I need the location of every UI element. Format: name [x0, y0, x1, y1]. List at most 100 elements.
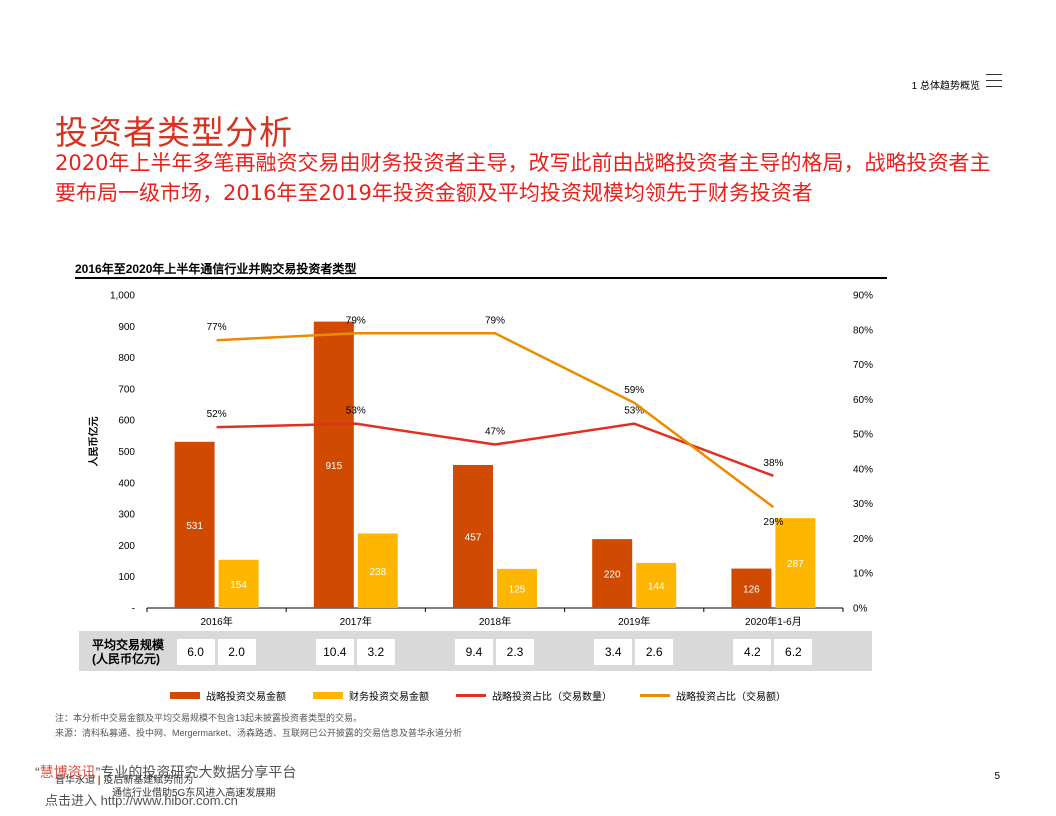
legend-label: 战略投资占比（交易数量） [492, 692, 612, 703]
y-tick-label: 800 [118, 353, 135, 364]
legend-label: 财务投资交易金额 [349, 692, 429, 703]
y2-tick-label: 90% [853, 291, 873, 302]
y2-tick-label: 0% [853, 604, 868, 615]
series-line [216, 422, 774, 478]
footer-doc-title: 疫后新基建赋势而为 [103, 775, 194, 786]
footer-doc-subtitle: 通信行业借助5G东风进入高速发展期 [112, 788, 276, 799]
watermark-brand: 慧博资讯 [39, 764, 96, 780]
line-value-label: 77% [207, 322, 227, 333]
bar-value-label: 220 [604, 570, 621, 581]
footer-brand: 普华永道 | 疫后新基建赋势而为 [55, 771, 193, 786]
line-value-label: 59% [624, 385, 644, 396]
y-tick-label: 300 [118, 510, 135, 521]
y-axis-label: 人民币亿元 [87, 417, 100, 467]
chart-legend: 战略投资交易金额 财务投资交易金额 战略投资占比（交易数量） 战略投资占比（交易… [170, 688, 870, 703]
y2-tick-label: 80% [853, 325, 873, 336]
line-value-label: 53% [346, 406, 366, 417]
x-tick-label: 2017年 [340, 615, 372, 626]
avg-cell-strategic: 9.4 [455, 639, 493, 665]
bar [357, 533, 398, 608]
legend-swatch-strategic-amount [170, 692, 200, 699]
bar [775, 518, 816, 608]
avg-cell-strategic: 6.0 [176, 639, 215, 665]
legend-line-strategic-amount-ratio [640, 694, 670, 697]
watermark-quote: “ [35, 764, 40, 780]
y2-tick-label: 10% [853, 569, 873, 580]
watermark-link[interactable]: 点击进入 http://www.hibor.com.cn [45, 793, 238, 808]
bar-value-label: 531 [186, 521, 203, 532]
y-tick-label: 600 [118, 416, 135, 427]
avg-cell-strategic: 4.2 [733, 639, 772, 665]
line-value-label: 52% [207, 409, 227, 420]
avg-table-label-line2: (人民币亿元) [92, 652, 160, 666]
watermark-text: “慧博资讯”专业的投资研究大数据分享平台 [35, 762, 296, 782]
y2-tick-label: 20% [853, 534, 873, 545]
line-value-label: 47% [485, 427, 505, 438]
chart-note: 注：本分析中交易金额及平均交易规模不包含13起未披露投资者类型的交易。 [55, 713, 363, 723]
legend-line-strategic-count [456, 694, 486, 697]
x-tick-label: 2018年 [479, 615, 511, 626]
avg-cell-financial: 6.2 [774, 639, 813, 665]
y-tick-label: 500 [118, 447, 135, 458]
bar [497, 568, 537, 608]
avg-cell-financial: 2.3 [496, 639, 534, 665]
bar [174, 441, 215, 608]
investor-type-chart: - 100 200 300 400 500 600 700 800 900 1,000 0% 10% 20… [87, 291, 873, 627]
line-value-label: 79% [485, 315, 505, 326]
y-tick-label: 200 [118, 541, 135, 552]
x-tick-label: 2020年1-6月 [745, 615, 802, 626]
bar-value-label: 144 [648, 581, 665, 592]
bar [313, 321, 354, 608]
y-tick-label: - [132, 604, 135, 615]
legend-item: 战略投资交易金额 [170, 688, 286, 703]
chart-title-rule [75, 277, 887, 279]
watermark-tagline: ”专业的投资研究大数据分享平台 [95, 764, 297, 780]
chart-source: 来源：清科私募通、投中网、Mergermarket、汤森路透、互联网已公开披露的… [55, 728, 463, 738]
legend-item: 战略投资占比（交易额） [640, 688, 786, 703]
line-value-label: 53% [624, 406, 644, 417]
legend-item: 财务投资交易金额 [313, 688, 429, 703]
bar [218, 559, 259, 608]
avg-table-label-line1: 平均交易规模 [92, 638, 165, 652]
y-tick-label: 400 [118, 478, 135, 489]
bar-value-label: 915 [325, 461, 342, 472]
bar-value-label: 154 [230, 580, 247, 591]
y-tick-label: 1,000 [110, 291, 135, 302]
avg-table-label: 平均交易规模 (人民币亿元) [92, 638, 164, 666]
avg-cell-strategic: 10.4 [315, 639, 354, 665]
legend-item: 战略投资占比（交易数量） [456, 688, 612, 703]
footer-divider: | [97, 775, 101, 786]
bar-value-label: 457 [465, 532, 482, 543]
bar [636, 562, 677, 608]
page-subtitle: 2020年上半年多笔再融资交易由财务投资者主导，改写此前由战略投资者主导的格局，… [55, 151, 991, 205]
y-tick-label: 100 [118, 572, 135, 583]
bar-value-label: 287 [787, 559, 804, 570]
menu-lines-icon[interactable] [986, 74, 1002, 88]
page-number: 5 [994, 771, 1000, 782]
bar [453, 464, 493, 608]
y2-tick-label: 30% [853, 499, 873, 510]
x-tick-label: 2016年 [200, 615, 232, 626]
section-label: 1 总体趋势概览 [911, 81, 980, 92]
y2-tick-label: 70% [853, 360, 873, 371]
avg-cell-financial: 3.2 [356, 639, 395, 665]
line-value-label: 29% [763, 517, 783, 528]
line-value-label: 38% [763, 458, 783, 469]
bar-value-label: 126 [743, 584, 760, 595]
avg-cell-financial: 2.0 [217, 639, 256, 665]
page-title: 投资者类型分析 [55, 113, 293, 152]
legend-label: 战略投资占比（交易额） [676, 692, 786, 703]
avg-cell-strategic: 3.4 [594, 639, 633, 665]
chart-title: 2016年至2020年上半年通信行业并购交易投资者类型 [75, 262, 357, 276]
bar-value-label: 238 [369, 567, 386, 578]
x-tick-label: 2019年 [618, 615, 650, 626]
bar [592, 539, 633, 608]
footer-brand-name: 普华永道 [55, 775, 95, 786]
y-tick-label: 700 [118, 384, 135, 395]
y-tick-label: 900 [118, 322, 135, 333]
bar [731, 568, 772, 608]
bar-value-label: 125 [509, 584, 526, 595]
y2-tick-label: 60% [853, 395, 873, 406]
series-line [216, 332, 775, 509]
y2-tick-label: 50% [853, 430, 873, 441]
